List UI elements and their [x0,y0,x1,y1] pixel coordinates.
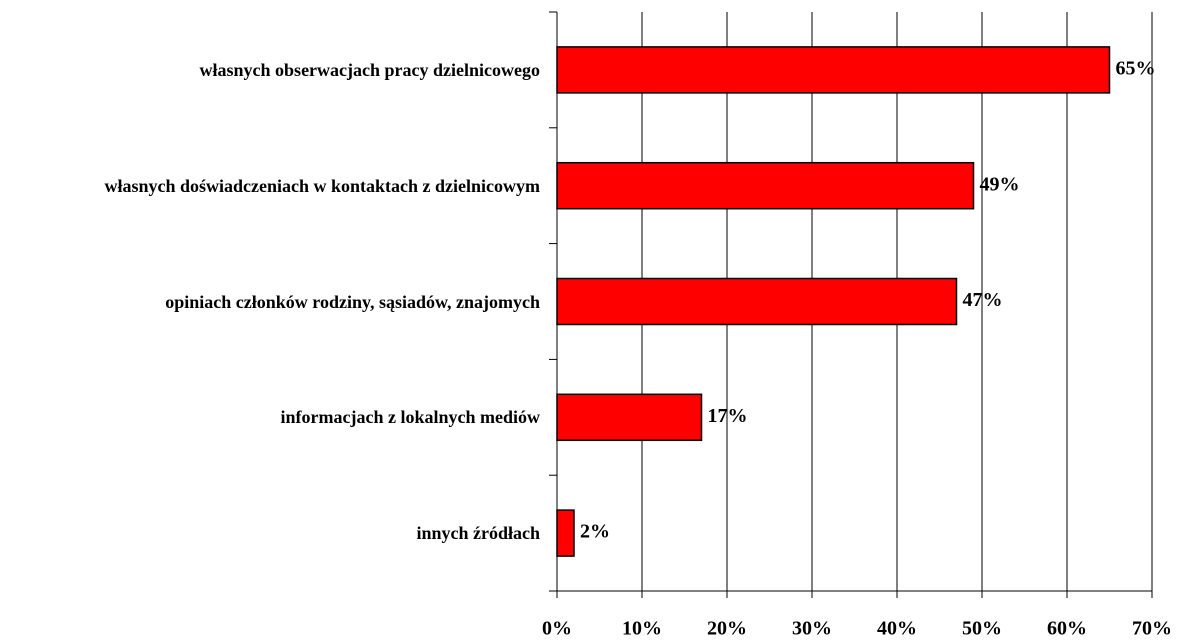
x-tick-label: 70% [1132,618,1172,640]
bar [556,393,703,442]
y-tick-label: własnych obserwacjach pracy dzielnicoweg… [199,59,540,80]
x-tick-label: 40% [877,618,917,640]
value-label: 17% [708,405,748,427]
value-label: 49% [980,173,1020,195]
bar [556,46,1111,94]
value-label: 65% [1116,57,1156,79]
x-tick-label: 50% [962,618,1002,640]
category-label-box: informacjach z lokalnych mediów [0,377,540,457]
y-tick-label: własnych doświadczeniach w kontaktach z … [104,175,540,196]
y-tick-label: opiniach członków rodziny, sąsiadów, zna… [165,291,540,312]
value-label: 47% [963,289,1003,311]
y-tick-label: informacjach z lokalnych mediów [280,407,540,428]
category-label-box: innych źródłach [0,493,540,573]
bar [556,161,975,210]
x-tick-label: 30% [792,618,832,640]
bar [556,277,958,326]
x-tick-label: 10% [622,618,662,640]
x-tick-label: 60% [1047,618,1087,640]
y-tick-label: innych źródłach [416,523,540,544]
x-tick-label: 0% [542,618,572,640]
category-label-box: własnych obserwacjach pracy dzielnicoweg… [0,30,540,110]
category-label-box: własnych doświadczeniach w kontaktach z … [0,146,540,226]
x-tick-label: 20% [707,618,747,640]
value-label: 2% [580,521,610,543]
category-label-box: opiniach członków rodziny, sąsiadów, zna… [0,262,540,342]
bar [556,509,575,557]
